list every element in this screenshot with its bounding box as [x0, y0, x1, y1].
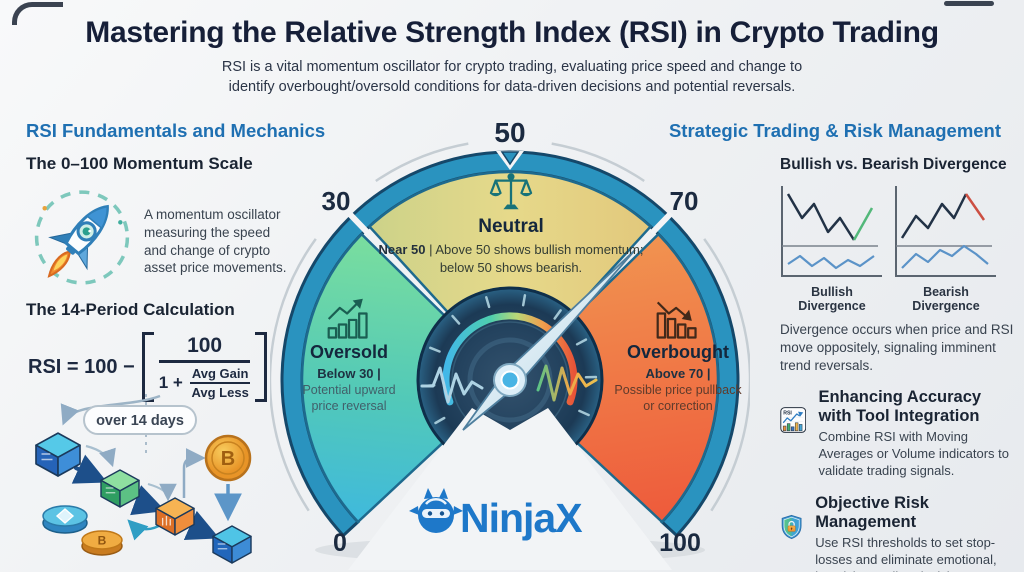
- dial-gradient-arc: [442, 312, 578, 406]
- scale-label-100: 100: [659, 529, 701, 557]
- bullish-divergence-label: Bullish Divergence: [798, 285, 866, 313]
- btc-coin-icon: B: [81, 530, 123, 556]
- tool-integration-row: RSI Enhancing Accuracy with Tool Integra…: [780, 388, 1018, 480]
- gauge-scale-labels: 50 30 70 0 100: [322, 118, 701, 557]
- scale-label-30: 30: [322, 186, 351, 216]
- avg-gain-label: Avg Gain: [189, 366, 251, 384]
- momentum-scale-heading: The 0–100 Momentum Scale: [26, 154, 253, 173]
- scale-label-0: 0: [333, 529, 347, 557]
- blockchain-cube-icon: [35, 432, 81, 477]
- period-pill: over 14 days: [83, 405, 197, 435]
- overbought-zone-label: Overbought Above 70 | Possible price pul…: [612, 298, 744, 414]
- divergence-heading: Bullish vs. Bearish Divergence: [780, 156, 1007, 173]
- header: Mastering the Relative Strength Index (R…: [0, 16, 1024, 98]
- neutral-title: Neutral: [478, 216, 544, 237]
- bearish-divergence-label: Bearish Divergence: [912, 285, 980, 313]
- tool-integration-heading: Enhancing Accuracy with Tool Integration: [818, 388, 982, 426]
- formula-one-plus: 1 +: [158, 373, 183, 392]
- scale-label-50: 50: [494, 118, 525, 148]
- bullish-divergence-chart: [781, 186, 882, 277]
- scale-label-70: 70: [670, 186, 699, 216]
- eth-coin-icon: [42, 505, 88, 534]
- brand-name: NinjaX: [460, 495, 582, 541]
- overbought-title: Overbought: [627, 342, 729, 362]
- formula-lhs: RSI = 100 −: [28, 355, 135, 378]
- oversold-zone-label: Oversold Below 30 | Potential upward pri…: [290, 298, 408, 414]
- divergence-charts: [780, 182, 1018, 282]
- neutral-description: Near 50 | Above 50 shows bullish momentu…: [378, 242, 644, 275]
- tool-integration-description: Combine RSI with Moving Averages or Volu…: [818, 429, 1009, 479]
- rsi-formula: RSI = 100 − 100 1 + Avg Gain Avg Less: [28, 332, 326, 402]
- bracket-left: [141, 332, 154, 402]
- btc-coin-icon: B: [204, 434, 252, 482]
- strategy-title: Strategic Trading & Risk Management: [668, 120, 1002, 141]
- formula-fraction: 100 1 + Avg Gain Avg Less: [158, 332, 251, 402]
- page-title: Mastering the Relative Strength Index (R…: [85, 16, 939, 49]
- blockchain-cube-icon: [100, 469, 140, 508]
- neutral-zone-label: Neutral Near 50 | Above 50 shows bullish…: [372, 172, 650, 276]
- balance-scale-icon: [489, 173, 533, 210]
- crypto-flow-diagram: B B over 14 days: [35, 394, 252, 564]
- oversold-range: Below 30 |: [317, 366, 381, 381]
- outer-guide-arc: [270, 142, 750, 512]
- divergence-description: Divergence occurs when price and RSI mov…: [780, 322, 1014, 373]
- blockchain-cube-icon: [212, 525, 252, 564]
- frame-corner-right: [944, 1, 994, 6]
- svg-text:B: B: [98, 534, 107, 548]
- shield-lock-icon: [781, 514, 802, 540]
- calculation-heading: The 14-Period Calculation: [26, 300, 235, 319]
- momentum-scale-row: A momentum oscillator measuring the spee…: [26, 180, 326, 296]
- oversold-description: Potential upward price reversal: [302, 383, 396, 413]
- blockchain-cube-icon: [155, 497, 195, 536]
- risk-management-row: Objective Risk Management Use RSI thresh…: [780, 494, 1018, 572]
- waveform-left: [420, 366, 484, 404]
- page-subtitle: RSI is a vital momentum oscillator for c…: [221, 59, 803, 96]
- risk-management-heading: Objective Risk Management: [815, 494, 929, 532]
- period-label: over 14 days: [96, 413, 184, 429]
- oversold-title: Oversold: [309, 342, 389, 362]
- right-section-strategy: Strategic Trading & Risk Management Bull…: [652, 120, 1018, 572]
- fundamentals-title: RSI Fundamentals and Mechanics: [26, 120, 326, 141]
- frame-corner-left: [12, 2, 63, 25]
- left-section-fundamentals: RSI Fundamentals and Mechanics The 0–100…: [26, 120, 326, 402]
- ninja-icon: [409, 488, 463, 533]
- waveform-right: [536, 364, 598, 402]
- overbought-range: Above 70 |: [645, 366, 711, 381]
- formula-numerator: 100: [158, 334, 251, 363]
- bar-chart-down-icon: [656, 301, 697, 339]
- svg-text:B: B: [221, 448, 235, 470]
- rocket-icon: [34, 190, 130, 285]
- avg-loss-label: Avg Less: [191, 385, 249, 400]
- rsi-tool-icon: RSI: [780, 407, 807, 434]
- overbought-description: Possible price pullback or correction: [614, 383, 742, 413]
- brand-logo: NinjaX: [409, 488, 583, 541]
- rsi-icon-label: RSI: [783, 411, 792, 417]
- bar-chart-up-icon: [327, 298, 368, 339]
- risk-management-description: Use RSI thresholds to set stop-losses an…: [815, 534, 997, 572]
- momentum-scale-description: A momentum oscillator measuring the spee…: [144, 207, 287, 276]
- bracket-right: [255, 332, 268, 402]
- rsi-gauge: 50 30 70 0 100 NinjaX: [270, 118, 750, 570]
- bearish-divergence-chart: [895, 186, 996, 277]
